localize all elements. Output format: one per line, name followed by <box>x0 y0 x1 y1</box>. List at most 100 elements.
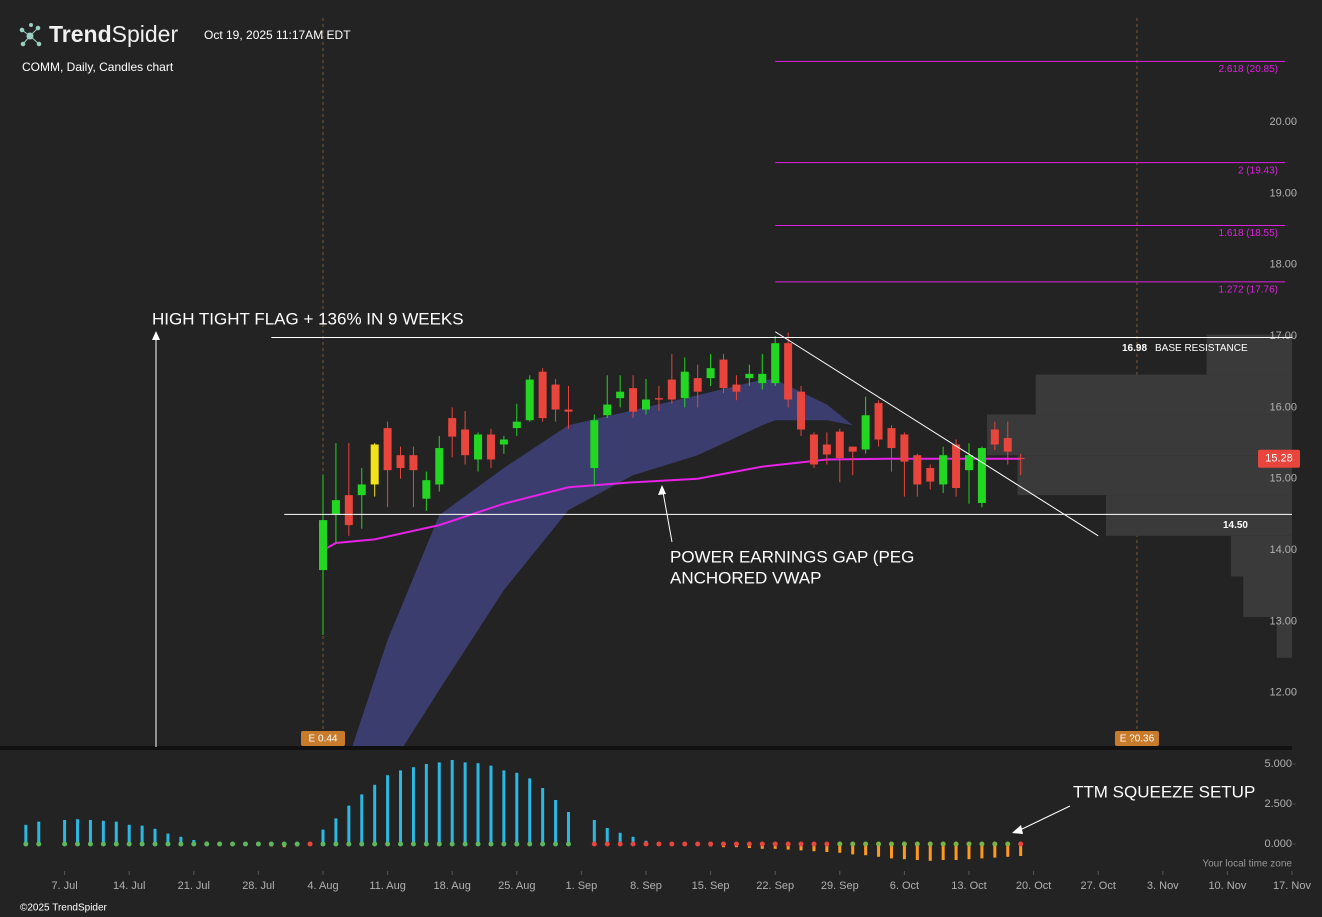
squeeze-bar <box>864 844 868 856</box>
squeeze-dot <box>863 841 869 847</box>
squeeze-dot <box>217 841 223 847</box>
squeeze-dot <box>901 841 907 847</box>
squeeze-dot <box>979 841 985 847</box>
x-tick-label: 8. Sep <box>630 880 662 892</box>
x-tick-label: 25. Aug <box>498 880 535 892</box>
candle-body <box>784 343 793 400</box>
squeeze-bar <box>489 765 493 844</box>
x-tick-label: 13. Oct <box>951 880 986 892</box>
earnings-label: E ?0.36 <box>1120 734 1155 745</box>
squeeze-dot <box>798 841 804 847</box>
squeeze-dot <box>966 841 972 847</box>
squeeze-dot <box>501 841 507 847</box>
candle-body <box>344 495 353 526</box>
squeeze-bar <box>166 833 170 844</box>
candle-body <box>990 429 999 445</box>
price-overlay: 12.00 13.00 14.00 15.00 16.00 17.00 18.00 19.00… <box>271 60 1300 746</box>
squeeze-dot <box>746 841 752 847</box>
candle-body <box>732 384 741 392</box>
y-tick-label: 20.00 <box>1269 116 1297 128</box>
candle-body <box>616 391 625 399</box>
fib-label: 1.618 (18.55) <box>1219 228 1279 239</box>
x-tick-label: 10. Nov <box>1208 880 1246 892</box>
candle-body <box>680 371 689 399</box>
squeeze-dot <box>230 841 236 847</box>
squeeze-dot <box>255 841 261 847</box>
squeeze-dot <box>320 841 326 847</box>
fib-label: 2 (19.43) <box>1238 165 1278 176</box>
squeeze-bar <box>411 767 415 844</box>
timestamp: Oct 19, 2025 11:17AM EDT <box>204 28 351 42</box>
squeeze-dot <box>100 841 106 847</box>
squeeze-bar <box>980 844 984 859</box>
squeeze-bar <box>37 821 41 844</box>
candle-body <box>1016 458 1025 460</box>
squeeze-dot <box>410 841 416 847</box>
annotation: ANCHORED VWAP <box>670 568 821 587</box>
volume-profile-bar <box>1276 617 1292 658</box>
squeeze-dot <box>604 841 610 847</box>
x-tick-label: 7. Jul <box>51 880 77 892</box>
squeeze-dot <box>436 841 442 847</box>
squeeze-dot <box>23 841 29 847</box>
squeeze-dot <box>876 841 882 847</box>
squeeze-bar <box>153 828 157 844</box>
resistance-value: 16.98 <box>1122 343 1147 354</box>
volume-profile-bar <box>1243 576 1292 618</box>
candle-body <box>461 429 470 456</box>
squeeze-dot <box>940 841 946 847</box>
squeeze-dot <box>152 841 158 847</box>
squeeze-bar <box>450 760 454 844</box>
squeeze-dot <box>385 841 391 847</box>
y-tick-label: 18.00 <box>1269 259 1297 271</box>
candle-body <box>474 434 483 460</box>
squeeze-bar <box>101 820 105 844</box>
last-price-badge <box>1258 449 1300 468</box>
x-tick-label: 29. Sep <box>821 880 859 892</box>
x-tick-label: 22. Sep <box>756 880 794 892</box>
annotation: POWER EARNINGS GAP (PEG <box>670 547 914 566</box>
candle-body <box>822 444 831 455</box>
squeeze-dot <box>617 841 623 847</box>
support-label: 14.50 <box>1223 520 1248 531</box>
squeeze-dot <box>139 841 145 847</box>
squeeze-bar <box>1019 844 1023 856</box>
squeeze-bar <box>476 763 480 844</box>
squeeze-dot <box>126 841 132 847</box>
squeeze-bar <box>786 844 790 850</box>
squeeze-dot <box>811 841 817 847</box>
squeeze-bar <box>463 762 467 844</box>
squeeze-dot <box>462 841 468 847</box>
earnings-badge <box>301 731 345 746</box>
candle-body <box>319 520 327 571</box>
squeeze-bar <box>631 836 635 844</box>
candle-body <box>745 373 754 379</box>
squeeze-dot <box>423 841 429 847</box>
squeeze-bar <box>360 794 364 844</box>
squeeze-dot <box>281 841 287 847</box>
candle-body <box>370 444 379 485</box>
price-plot <box>319 18 1292 747</box>
candle-body <box>835 431 844 459</box>
squeeze-bar <box>24 824 28 844</box>
squeeze-bar <box>424 764 428 844</box>
volume-profile-bar <box>1017 455 1292 496</box>
candle-body <box>952 444 961 489</box>
candle-body <box>396 455 405 469</box>
squeeze-bar <box>88 820 92 844</box>
candle-body <box>564 409 573 412</box>
squeeze-bar <box>399 770 403 844</box>
squeeze-bar <box>76 819 80 844</box>
squeeze-dot <box>475 841 481 847</box>
squeeze-bar <box>566 812 570 844</box>
squeeze-dot <box>449 841 455 847</box>
x-tick-label: 4. Aug <box>307 880 338 892</box>
volume-profile-bar <box>1035 374 1292 415</box>
squeeze-bar <box>941 844 945 860</box>
squeeze-bar <box>889 844 893 859</box>
annotation-arrow <box>662 491 673 543</box>
squeeze-bar <box>528 778 532 844</box>
annotation: TTM SQUEEZE SETUP <box>1073 782 1255 801</box>
squeeze-dot <box>294 841 300 847</box>
squeeze-dot <box>927 841 933 847</box>
